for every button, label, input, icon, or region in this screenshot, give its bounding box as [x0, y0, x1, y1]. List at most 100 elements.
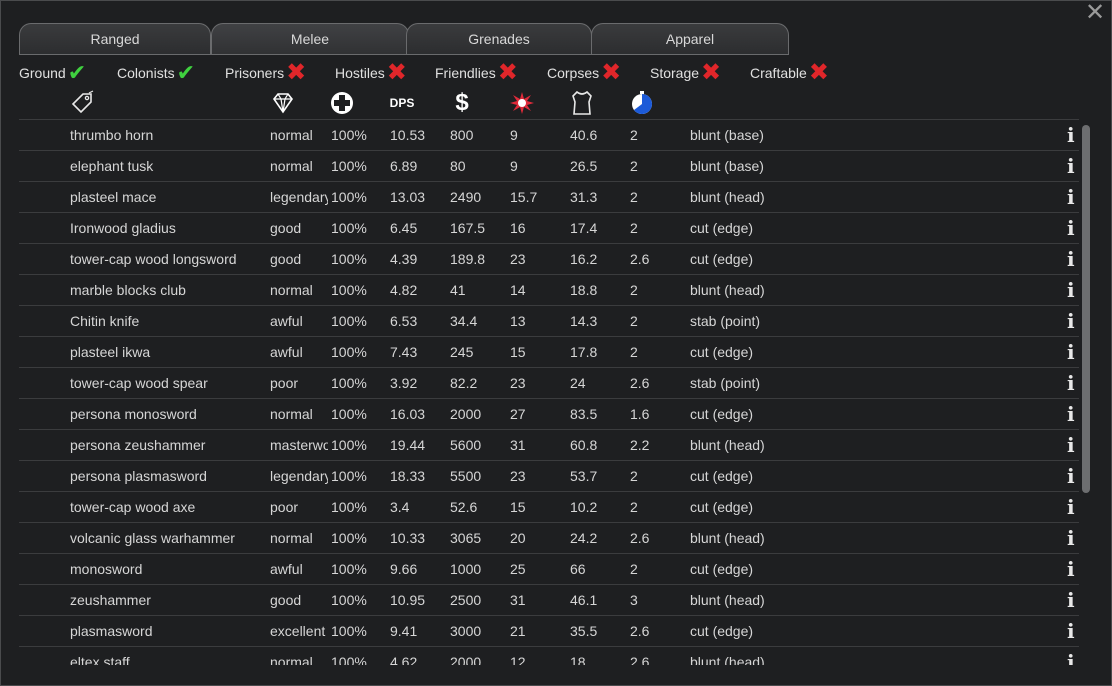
- info-icon[interactable]: i: [1067, 433, 1075, 457]
- filter-colonists[interactable]: Colonists ✔: [117, 61, 195, 85]
- table-row[interactable]: monosword awful 100% 9.66 1000 25 66 2 c…: [19, 553, 1079, 584]
- weapon-dps: 6.45: [390, 220, 418, 236]
- weapon-damage-type: cut (edge): [690, 468, 754, 484]
- filter-craftable[interactable]: Craftable ✖: [750, 61, 829, 85]
- info-icon[interactable]: i: [1067, 123, 1075, 147]
- table-row[interactable]: plasmasword excellent 100% 9.41 3000 21 …: [19, 615, 1079, 646]
- weapon-damage-type: blunt (head): [690, 530, 765, 546]
- info-icon[interactable]: i: [1067, 340, 1075, 364]
- weapon-quality: normal: [270, 158, 313, 174]
- table-row[interactable]: elephant tusk normal 100% 6.89 80 9 26.5…: [19, 150, 1079, 181]
- weapon-hp: 100%: [331, 437, 367, 453]
- table-row[interactable]: persona plasmasword legendary 100% 18.33…: [19, 460, 1079, 491]
- tag-icon[interactable]: [69, 89, 95, 117]
- weapon-quality: masterwork: [270, 437, 328, 453]
- weapon-armor-penetration: 17.8: [570, 344, 598, 360]
- info-icon[interactable]: i: [1067, 216, 1075, 240]
- weapon-name: monosword: [70, 561, 143, 577]
- table-row[interactable]: thrumbo horn normal 100% 10.53 800 9 40.…: [19, 119, 1079, 150]
- weapon-value: 80: [450, 158, 466, 174]
- table-row[interactable]: plasteel ikwa awful 100% 7.43 245 15 17.…: [19, 336, 1079, 367]
- weapon-damage: 31: [510, 437, 526, 453]
- filter-hostiles[interactable]: Hostiles ✖: [335, 61, 407, 85]
- weapon-armor-penetration: 60.8: [570, 437, 598, 453]
- weapon-damage: 25: [510, 561, 526, 577]
- table-row[interactable]: persona monosword normal 100% 16.03 2000…: [19, 398, 1079, 429]
- info-icon[interactable]: i: [1067, 619, 1075, 643]
- weapon-cooldown: 2: [630, 282, 638, 298]
- table-row[interactable]: tower-cap wood longsword good 100% 4.39 …: [19, 243, 1079, 274]
- info-icon[interactable]: i: [1067, 278, 1075, 302]
- damage-burst-icon[interactable]: [509, 89, 535, 117]
- info-icon[interactable]: i: [1067, 247, 1075, 271]
- value-dollar-icon[interactable]: $: [455, 89, 469, 116]
- weapon-damage: 23: [510, 468, 526, 484]
- tab-grenades[interactable]: Grenades: [406, 23, 592, 55]
- info-icon[interactable]: i: [1067, 185, 1075, 209]
- weapon-damage-type: stab (point): [690, 375, 761, 391]
- info-icon[interactable]: i: [1067, 309, 1075, 333]
- table-row[interactable]: eltex staff normal 100% 4.62 2000 12 18 …: [19, 646, 1079, 665]
- table-row[interactable]: Ironwood gladius good 100% 6.45 167.5 16…: [19, 212, 1079, 243]
- weapon-hp: 100%: [331, 499, 367, 515]
- weapon-cooldown: 2: [630, 313, 638, 329]
- tab-ranged[interactable]: Ranged: [19, 23, 211, 55]
- weapon-damage: 9: [510, 158, 518, 174]
- weapon-dps: 9.66: [390, 561, 418, 577]
- weapon-quality: normal: [270, 282, 313, 298]
- weapon-dps: 4.39: [390, 251, 418, 267]
- weapon-dps: 6.53: [390, 313, 418, 329]
- filter-friendlies[interactable]: Friendlies ✖: [435, 61, 518, 85]
- table-row[interactable]: volcanic glass warhammer normal 100% 10.…: [19, 522, 1079, 553]
- filter-prisoners[interactable]: Prisoners ✖: [225, 61, 306, 85]
- weapon-quality: normal: [270, 654, 313, 665]
- table-row[interactable]: Chitin knife awful 100% 6.53 34.4 13 14.…: [19, 305, 1079, 336]
- filter-storage[interactable]: Storage ✖: [650, 61, 721, 85]
- weapon-quality: poor: [270, 375, 299, 391]
- info-icon[interactable]: i: [1067, 495, 1075, 519]
- weapon-quality: awful: [270, 561, 303, 577]
- tab-apparel[interactable]: Apparel: [591, 23, 789, 55]
- weapon-cooldown: 2: [630, 158, 638, 174]
- weapon-armor-penetration: 31.3: [570, 189, 598, 205]
- weapon-value: 167.5: [450, 220, 486, 236]
- health-icon[interactable]: [329, 89, 355, 117]
- weapon-cooldown: 2.2: [630, 437, 650, 453]
- weapon-cooldown: 2: [630, 561, 638, 577]
- weapon-armor-penetration: 24.2: [570, 530, 598, 546]
- armor-penetration-icon[interactable]: [569, 89, 595, 117]
- info-icon[interactable]: i: [1067, 154, 1075, 178]
- weapon-damage: 15.7: [510, 189, 538, 205]
- close-icon[interactable]: ✕: [1085, 0, 1106, 26]
- table-row[interactable]: marble blocks club normal 100% 4.82 41 1…: [19, 274, 1079, 305]
- filter-ground[interactable]: Ground ✔: [19, 61, 86, 85]
- quality-gem-icon[interactable]: [270, 89, 296, 117]
- weapon-name: thrumbo horn: [70, 127, 154, 143]
- weapon-armor-penetration: 35.5: [570, 623, 598, 639]
- scrollbar[interactable]: [1082, 125, 1090, 493]
- weapon-hp: 100%: [331, 406, 367, 422]
- info-icon[interactable]: i: [1067, 557, 1075, 581]
- cooldown-clock-icon[interactable]: [629, 89, 655, 117]
- table-row[interactable]: zeushammer good 100% 10.95 2500 31 46.1 …: [19, 584, 1079, 615]
- filter-corpses[interactable]: Corpses ✖: [547, 61, 621, 85]
- weapon-value: 245: [450, 344, 474, 360]
- table-row[interactable]: persona zeushammer masterwork 100% 19.44…: [19, 429, 1079, 460]
- weapon-name: eltex staff: [70, 654, 130, 665]
- table-row[interactable]: tower-cap wood spear poor 100% 3.92 82.2…: [19, 367, 1079, 398]
- dps-header[interactable]: DPS: [389, 96, 415, 110]
- info-icon[interactable]: i: [1067, 464, 1075, 488]
- info-icon[interactable]: i: [1067, 402, 1075, 426]
- weapon-hp: 100%: [331, 592, 367, 608]
- table-row[interactable]: plasteel mace legendary 100% 13.03 2490 …: [19, 181, 1079, 212]
- info-icon[interactable]: i: [1067, 371, 1075, 395]
- weapon-cooldown: 2.6: [630, 530, 650, 546]
- info-icon[interactable]: i: [1067, 588, 1075, 612]
- weapon-quality: normal: [270, 127, 313, 143]
- tab-melee[interactable]: Melee: [211, 23, 409, 55]
- table-row[interactable]: tower-cap wood axe poor 100% 3.4 52.6 15…: [19, 491, 1079, 522]
- info-icon[interactable]: i: [1067, 650, 1075, 665]
- weapon-damage: 9: [510, 127, 518, 143]
- weapon-dps: 13.03: [390, 189, 426, 205]
- info-icon[interactable]: i: [1067, 526, 1075, 550]
